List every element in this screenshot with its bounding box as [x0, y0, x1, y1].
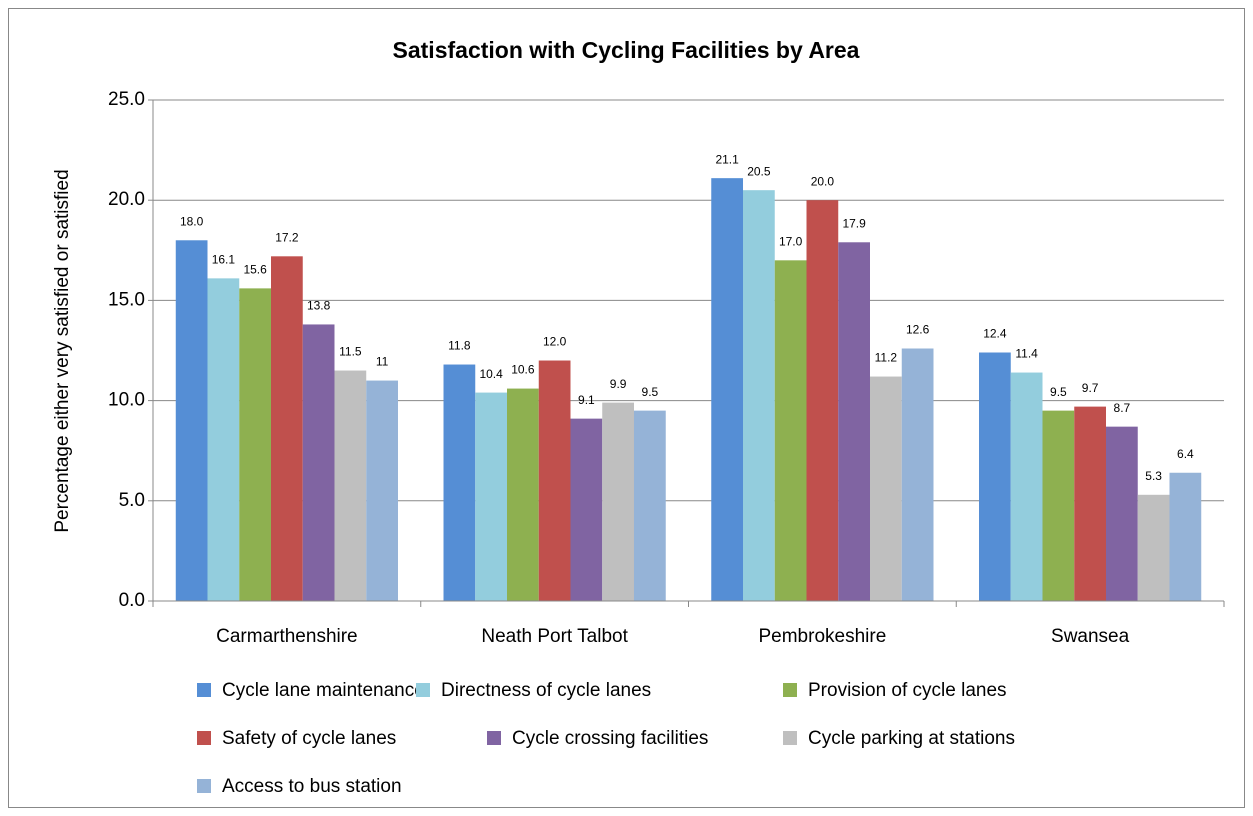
- legend-swatch: [197, 779, 211, 793]
- y-tick-label: 15.0: [108, 289, 145, 310]
- bar: [175, 240, 208, 601]
- value-label: 17.2: [275, 230, 299, 244]
- value-label: 11.2: [875, 351, 898, 365]
- bar: [869, 376, 902, 601]
- legend-label: Cycle parking at stations: [808, 728, 1015, 749]
- legend-swatch: [783, 731, 797, 745]
- bar: [743, 190, 775, 601]
- value-label: 15.6: [243, 263, 267, 277]
- legend-label: Safety of cycle lanes: [222, 728, 396, 749]
- value-label: 13.8: [307, 299, 331, 313]
- value-label: 12.0: [543, 335, 567, 349]
- bar: [633, 410, 666, 601]
- legend-swatch: [197, 731, 211, 745]
- bar: [475, 392, 508, 601]
- y-axis-label: Percentage either very satisfied or sati…: [52, 169, 73, 532]
- value-label: 9.1: [578, 393, 595, 407]
- bar: [1042, 410, 1075, 601]
- legend-swatch: [487, 731, 501, 745]
- legend-label: Cycle crossing facilities: [512, 728, 708, 749]
- bar: [1169, 472, 1202, 601]
- legend-swatch: [783, 683, 797, 697]
- value-label: 11: [376, 355, 389, 369]
- value-label: 8.7: [1114, 401, 1131, 415]
- bar: [806, 200, 839, 601]
- x-tick-label: Pembrokeshire: [758, 626, 886, 647]
- value-label: 9.5: [642, 385, 659, 399]
- bar: [334, 370, 367, 601]
- value-label: 6.4: [1177, 447, 1194, 461]
- x-tick-label: Carmarthenshire: [216, 626, 358, 647]
- y-tick-label: 5.0: [119, 490, 145, 511]
- bar: [1074, 406, 1106, 601]
- value-label: 17.0: [779, 234, 803, 248]
- value-label: 10.4: [479, 367, 503, 381]
- bar: [207, 278, 240, 601]
- bar: [1105, 426, 1138, 601]
- legend-swatch: [416, 683, 430, 697]
- bar: [1137, 494, 1170, 601]
- bar: [901, 348, 934, 601]
- x-tick-label: Swansea: [1051, 626, 1130, 647]
- value-label: 20.0: [811, 174, 835, 188]
- value-label: 20.5: [747, 164, 771, 178]
- bar: [507, 388, 539, 601]
- bar: [366, 380, 398, 601]
- bar: [443, 364, 476, 601]
- y-tick-label: 0.0: [119, 590, 145, 611]
- legend-label: Directness of cycle lanes: [441, 680, 651, 701]
- bar: [602, 402, 634, 601]
- value-label: 17.9: [842, 216, 866, 230]
- value-label: 11.5: [339, 345, 362, 359]
- y-tick-label: 10.0: [108, 390, 145, 411]
- bar: [979, 352, 1011, 601]
- y-tick-label: 20.0: [108, 189, 145, 210]
- x-tick-label: Neath Port Talbot: [481, 626, 628, 647]
- value-label: 16.1: [212, 253, 236, 267]
- legend-label: Cycle lane maintenance: [222, 680, 425, 701]
- legend-label: Access to bus station: [222, 776, 402, 797]
- value-label: 9.7: [1082, 381, 1099, 395]
- value-label: 5.3: [1145, 469, 1162, 483]
- bar: [838, 242, 870, 601]
- value-label: 12.4: [983, 327, 1007, 341]
- legend-swatch: [197, 683, 211, 697]
- value-label: 11.4: [1015, 347, 1038, 361]
- value-label: 12.6: [906, 323, 930, 337]
- bar: [570, 418, 603, 601]
- bar: [711, 178, 744, 601]
- bar: [1010, 372, 1043, 601]
- bar: [271, 256, 303, 601]
- value-label: 21.1: [715, 152, 739, 166]
- value-label: 9.5: [1050, 385, 1067, 399]
- value-label: 11.8: [448, 339, 471, 353]
- bar: [239, 288, 272, 601]
- bar: [774, 260, 807, 601]
- bar: [538, 360, 571, 601]
- value-label: 18.0: [180, 214, 204, 228]
- legend-label: Provision of cycle lanes: [808, 680, 1007, 701]
- bar: [302, 324, 335, 601]
- chart-title: Satisfaction with Cycling Facilities by …: [393, 37, 860, 63]
- value-label: 9.9: [610, 377, 627, 391]
- value-label: 10.6: [511, 363, 535, 377]
- y-tick-label: 25.0: [108, 89, 145, 110]
